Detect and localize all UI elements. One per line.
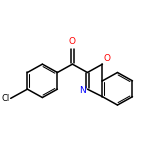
Text: Cl: Cl: [2, 94, 10, 103]
Text: O: O: [69, 37, 76, 46]
Text: O: O: [104, 54, 111, 63]
Text: N: N: [79, 85, 86, 94]
